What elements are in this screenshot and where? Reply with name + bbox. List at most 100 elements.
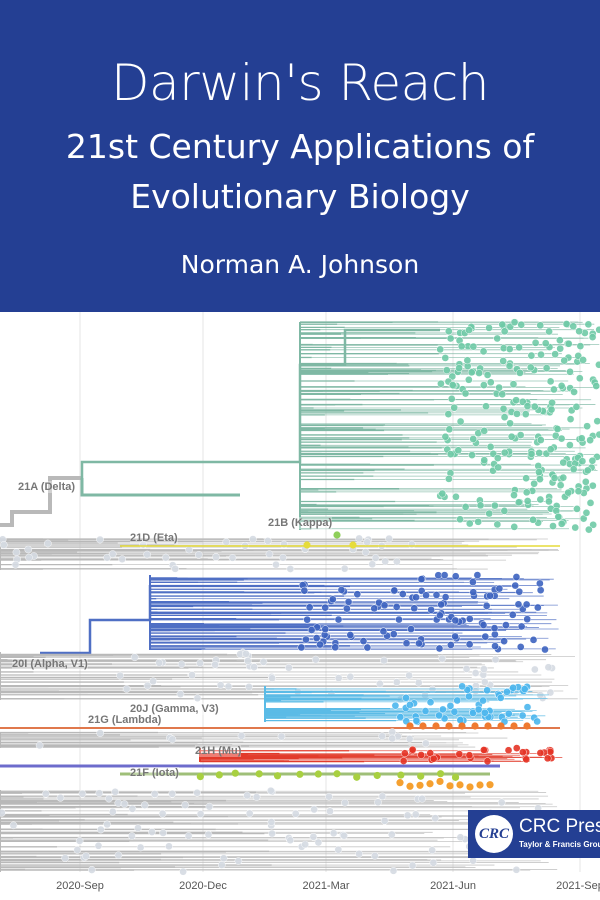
tree-tip (171, 564, 180, 573)
book-title: Darwin's Reach (111, 54, 489, 112)
book-author: Norman A. Johnson (180, 250, 420, 279)
tree-tip (429, 858, 438, 867)
tree-tip (436, 770, 445, 778)
tree-tip (450, 403, 459, 412)
tree-tip (268, 674, 276, 683)
tree-tip (465, 751, 474, 760)
tree-tip (12, 548, 21, 557)
clade-label-alpha: 20I (Alpha, V1) (12, 658, 88, 670)
tree-tip (150, 790, 159, 798)
publisher-subtitle: Taylor & Francis Group (519, 840, 600, 849)
tree-tip (392, 678, 401, 686)
tree-tip (536, 495, 545, 504)
tree-tip (502, 621, 510, 629)
tree-tip (212, 553, 220, 561)
tree-tip (334, 845, 343, 854)
tree-tip (579, 356, 587, 364)
tree-tip (529, 636, 538, 644)
tree-tip (595, 325, 600, 334)
tree-tip (462, 665, 471, 673)
tree-tip (355, 534, 364, 543)
tree-tip (481, 632, 490, 641)
tree-tip (469, 342, 478, 351)
tree-tip (114, 851, 123, 860)
tree-tip (96, 535, 104, 544)
tree-tip (441, 432, 450, 441)
tree-tip (140, 801, 149, 809)
tree-tip (446, 334, 455, 343)
tree-tip (378, 792, 387, 801)
tree-tip (546, 688, 555, 697)
tree-tip (87, 866, 96, 874)
tree-tip (529, 515, 537, 524)
tree-tip (380, 816, 389, 825)
tree-tip (476, 501, 485, 510)
tree-tip (437, 600, 445, 609)
tree-tip (533, 717, 542, 726)
tree-tip (511, 581, 520, 590)
tree-tip (224, 682, 233, 691)
tree-tip (307, 626, 316, 634)
tree-tip (419, 722, 427, 730)
tree-tip (398, 590, 407, 598)
tree-tip (436, 345, 445, 354)
tree-tip (222, 538, 231, 546)
tree-tip (438, 489, 447, 498)
tree-tip (451, 773, 460, 781)
tree-tip (455, 364, 463, 372)
tree-tip (96, 729, 105, 737)
tree-tip (506, 419, 514, 428)
tree-tip (427, 605, 436, 614)
tree-tip (301, 840, 310, 849)
tree-tip (245, 809, 254, 818)
tree-tip (523, 722, 531, 730)
tree-tip (249, 535, 257, 543)
tree-tip (557, 519, 566, 528)
tree-tip (392, 603, 401, 611)
tree-tip (426, 780, 434, 788)
crc-logo-mark: CRC (475, 815, 513, 853)
publisher-logo: CRC CRC Press Taylor & Francis Group (468, 810, 600, 858)
tree-tip (469, 709, 477, 717)
tree-tip (406, 722, 414, 730)
tree-tip (234, 857, 243, 865)
tree-tip (515, 343, 523, 352)
tree-tip (231, 769, 239, 777)
tree-tip (557, 434, 566, 443)
tree-branch (80, 478, 240, 497)
tree-tip (158, 809, 167, 818)
tree-tip (122, 685, 131, 693)
tree-tip (497, 722, 505, 730)
tree-tip (396, 779, 404, 787)
tree-tip (516, 431, 525, 439)
tree-tip (545, 327, 553, 336)
tree-tip (514, 498, 523, 507)
tree-tip (341, 798, 349, 807)
tree-tip (168, 735, 177, 744)
tree-tip (593, 417, 600, 425)
tree-tip (399, 757, 408, 765)
tree-tip (361, 548, 370, 557)
tree-tip (237, 732, 246, 740)
tree-tip (490, 624, 499, 632)
tree-tip (217, 861, 226, 869)
tree-tip (536, 475, 544, 484)
tree-tip (519, 748, 527, 757)
tree-tip (255, 770, 263, 778)
tree-tip (188, 671, 196, 679)
tree-tip (530, 479, 538, 488)
tree-tip (379, 627, 388, 636)
tree-tip (205, 802, 214, 811)
tree-tip (465, 519, 474, 528)
tree-tip (159, 829, 167, 837)
tree-tip (512, 573, 521, 581)
tree-tip (56, 793, 65, 802)
tree-tip (334, 615, 343, 624)
tree-tip (484, 722, 492, 730)
tree-tip (480, 678, 489, 686)
tree-tip (509, 380, 518, 389)
tree-tip (373, 771, 381, 780)
tree-tip (411, 810, 420, 819)
tree-tip (456, 417, 465, 426)
tree-tip (446, 450, 455, 459)
